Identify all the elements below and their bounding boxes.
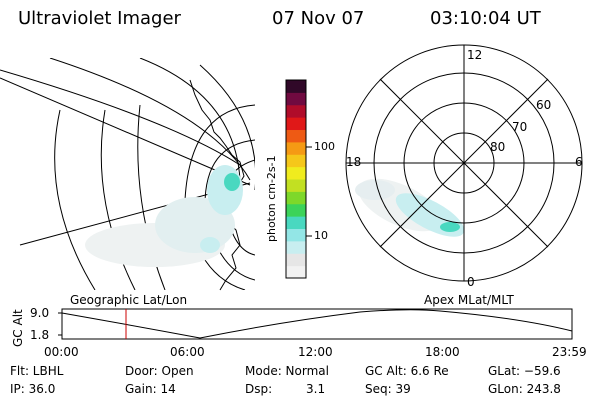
colorbar-segment bbox=[286, 228, 306, 242]
colorbar-segment bbox=[286, 104, 306, 118]
mode-status: Mode: Normal bbox=[245, 364, 329, 378]
mlt-diag-2 bbox=[379, 78, 549, 248]
colorbar-segment bbox=[286, 216, 306, 230]
y-tick-label-low: 1.8 bbox=[30, 328, 50, 342]
seq-value: Seq: 39 bbox=[365, 382, 411, 396]
mlt-label-12: 12 bbox=[467, 48, 483, 62]
colorbar-segment bbox=[286, 265, 306, 279]
glon: GLon: 243.8 bbox=[488, 382, 561, 396]
geo-aurora-haze bbox=[85, 165, 243, 267]
lat-arc-4 bbox=[0, 69, 241, 166]
colorbar-segment bbox=[286, 154, 306, 168]
colorbar-segment bbox=[286, 253, 306, 267]
mlat-label-60: 60 bbox=[536, 98, 552, 112]
x-tick-label-2359: 23:59 bbox=[552, 345, 587, 359]
lat-arc-1 bbox=[139, 58, 241, 181]
colorbar-segment bbox=[286, 80, 306, 93]
colorbar-segment bbox=[286, 166, 306, 180]
colorbar-tick-label-100: 100 bbox=[314, 140, 335, 153]
date-label: 07 Nov 07 bbox=[272, 8, 365, 29]
x-tick-label-0600: 06:00 bbox=[170, 345, 205, 359]
ip-value: IP: 36.0 bbox=[10, 382, 56, 396]
altitude-plot-frame bbox=[61, 308, 573, 340]
mlat-label-70: 70 bbox=[512, 120, 528, 134]
lon-line-1 bbox=[0, 77, 251, 186]
lon-line-3 bbox=[100, 109, 136, 290]
colorbar-segment bbox=[286, 117, 306, 131]
mlat-label-80: 80 bbox=[490, 140, 506, 154]
mlt-label-0: 0 bbox=[467, 275, 475, 289]
y-tick-label-high: 9.0 bbox=[30, 306, 50, 320]
colorbar-segment bbox=[286, 92, 306, 106]
altitude-curve bbox=[61, 309, 573, 339]
mlt-label-18: 18 bbox=[346, 155, 362, 169]
geo-panel-caption: Geographic Lat/Lon bbox=[70, 293, 188, 307]
time-label: 03:10:04 UT bbox=[430, 8, 541, 29]
colorbar-segment bbox=[286, 129, 306, 143]
gain-value: Gain: 14 bbox=[125, 382, 176, 396]
instrument-title: Ultraviolet Imager bbox=[18, 8, 181, 29]
x-tick-label-1800: 18:00 bbox=[425, 345, 460, 359]
colorbar-segment bbox=[286, 240, 306, 254]
door-status: Door: Open bbox=[125, 364, 194, 378]
glat: GLat: −59.6 bbox=[488, 364, 561, 378]
apex-panel-caption: Apex MLat/MLT bbox=[424, 293, 514, 307]
colorbar-tick-label-10: 10 bbox=[314, 229, 328, 242]
colorbar-frame bbox=[285, 79, 307, 279]
colorbar-segment bbox=[286, 203, 306, 217]
gc-alt: GC Alt: 6.6 Re bbox=[365, 364, 449, 378]
colorbar-segment bbox=[286, 191, 306, 205]
dsp-label: Dsp: bbox=[245, 382, 273, 396]
x-tick-label-0000: 00:00 bbox=[44, 345, 79, 359]
lon-line-5 bbox=[54, 109, 96, 290]
colorbar-segment bbox=[286, 141, 306, 155]
lat-arc-2 bbox=[199, 64, 255, 190]
lon-line-4 bbox=[137, 104, 166, 290]
altitude-axis-title: GC Alt bbox=[11, 309, 25, 347]
colorbar-segment bbox=[286, 179, 306, 192]
lat-arc-3 bbox=[49, 58, 251, 181]
flt-filter: Flt: LBHL bbox=[10, 364, 64, 378]
x-tick-label-1200: 12:00 bbox=[298, 345, 333, 359]
dsp-value: 3.1 bbox=[306, 382, 326, 396]
mlt-label-6: 6 bbox=[575, 155, 583, 169]
